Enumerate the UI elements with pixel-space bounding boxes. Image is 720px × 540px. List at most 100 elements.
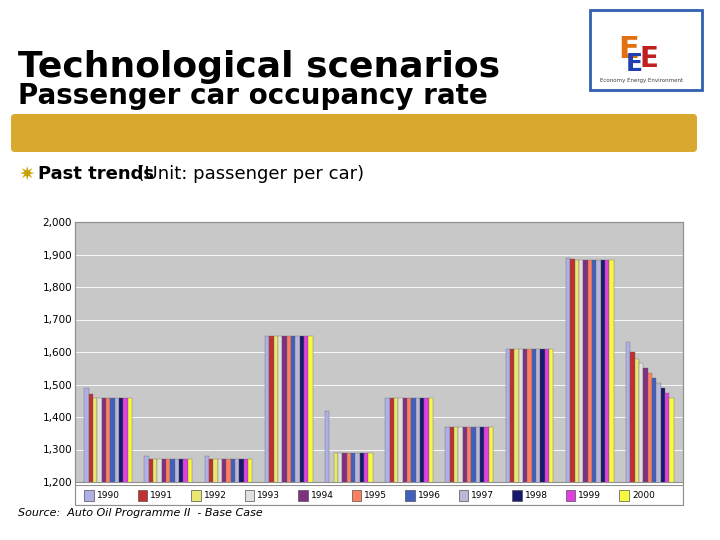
Bar — [424, 397, 428, 540]
Bar — [600, 260, 605, 540]
Bar — [583, 260, 588, 540]
Bar — [518, 349, 523, 540]
Bar — [566, 490, 575, 501]
Text: 1998: 1998 — [525, 491, 548, 500]
Bar — [489, 427, 493, 540]
Bar — [308, 336, 312, 540]
Bar — [420, 397, 424, 540]
Bar — [512, 490, 522, 501]
Text: Past trends: Past trends — [38, 165, 154, 183]
Bar — [291, 336, 295, 540]
Bar — [385, 397, 390, 540]
Bar — [536, 349, 540, 540]
Bar — [226, 459, 230, 540]
Bar — [415, 397, 420, 540]
Bar — [652, 378, 657, 540]
Bar — [523, 349, 527, 540]
Bar — [402, 397, 407, 540]
Bar — [171, 459, 175, 540]
Bar — [514, 349, 518, 540]
Text: 1992: 1992 — [204, 491, 227, 500]
Text: E: E — [618, 35, 639, 64]
Bar — [390, 397, 394, 540]
Bar — [463, 427, 467, 540]
Bar — [334, 453, 338, 540]
Bar — [657, 383, 661, 540]
Bar — [575, 260, 579, 540]
Bar — [648, 373, 652, 540]
Bar — [248, 459, 252, 540]
Bar — [114, 397, 119, 540]
Bar — [644, 368, 648, 540]
Bar — [278, 336, 282, 540]
Bar — [235, 459, 239, 540]
Bar — [596, 260, 600, 540]
Bar — [84, 388, 89, 540]
Bar — [84, 490, 94, 501]
Bar — [304, 336, 308, 540]
Bar — [635, 359, 639, 540]
Bar — [459, 490, 469, 501]
Bar — [298, 490, 308, 501]
Bar — [138, 490, 148, 501]
Text: 1997: 1997 — [472, 491, 495, 500]
Bar — [282, 336, 287, 540]
Bar — [269, 336, 274, 540]
Bar — [123, 397, 127, 540]
Bar — [485, 427, 489, 540]
Bar — [175, 459, 179, 540]
Bar — [338, 453, 343, 540]
Bar — [405, 490, 415, 501]
Bar — [369, 453, 373, 540]
Bar — [467, 427, 472, 540]
Bar — [153, 459, 158, 540]
Bar — [544, 349, 549, 540]
Bar — [566, 258, 570, 540]
Bar — [540, 349, 544, 540]
Bar — [89, 394, 93, 540]
Bar — [347, 453, 351, 540]
Text: Source:  Auto Oil Programme II  - Base Case: Source: Auto Oil Programme II - Base Cas… — [18, 508, 263, 518]
Bar — [127, 397, 132, 540]
Bar — [213, 459, 217, 540]
Bar — [588, 260, 592, 540]
Text: 1999: 1999 — [578, 491, 601, 500]
Bar — [364, 453, 369, 540]
Bar — [661, 388, 665, 540]
Bar — [626, 342, 631, 540]
Text: 1993: 1993 — [258, 491, 280, 500]
Bar — [590, 10, 702, 90]
Bar — [166, 459, 171, 540]
Bar — [454, 427, 459, 540]
Bar — [274, 336, 278, 540]
Text: (Unit: passenger per car): (Unit: passenger per car) — [126, 165, 364, 183]
Bar — [204, 456, 209, 540]
Bar — [145, 456, 149, 540]
Bar — [619, 490, 629, 501]
Bar — [217, 459, 222, 540]
Bar — [398, 397, 402, 540]
Bar — [209, 459, 213, 540]
Bar — [351, 490, 361, 501]
Bar — [670, 397, 674, 540]
Bar — [300, 336, 304, 540]
Bar — [428, 397, 433, 540]
Text: E: E — [640, 45, 659, 73]
Bar — [631, 352, 635, 540]
Bar — [605, 260, 609, 540]
Bar — [446, 427, 450, 540]
Bar — [579, 260, 583, 540]
Bar — [480, 427, 485, 540]
Bar — [102, 397, 106, 540]
Bar — [239, 459, 243, 540]
Bar — [570, 259, 575, 540]
Bar — [459, 427, 463, 540]
Bar — [245, 490, 254, 501]
Bar — [450, 427, 454, 540]
Bar — [265, 336, 269, 540]
Bar — [609, 260, 613, 540]
Bar — [329, 508, 334, 540]
Bar — [360, 453, 364, 540]
Bar — [343, 453, 347, 540]
Bar — [325, 410, 329, 540]
